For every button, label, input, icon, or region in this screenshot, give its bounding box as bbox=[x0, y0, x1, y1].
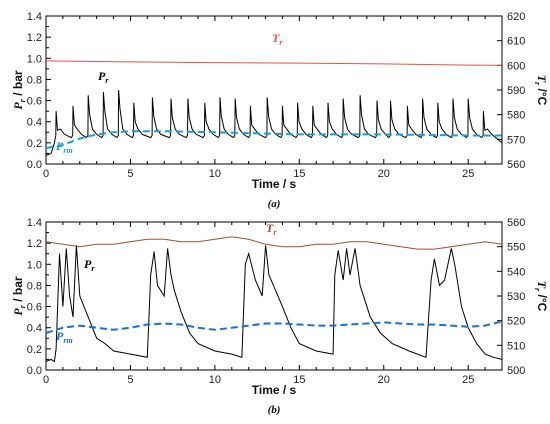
series-line-tr bbox=[45, 60, 503, 66]
right-y-tick-label: 540 bbox=[507, 266, 525, 278]
x-tick-label: 10 bbox=[209, 374, 221, 386]
x-tick-label: 25 bbox=[462, 168, 474, 180]
panel-b-left-y-axis-label: Pr / bar bbox=[11, 276, 27, 315]
left-y-tick-label: 1.4 bbox=[27, 11, 42, 23]
right-y-tick-label: 580 bbox=[507, 110, 525, 122]
series-label-tr: Tr bbox=[266, 221, 277, 237]
panel-a-right-y-axis-label: Tr /°C bbox=[533, 75, 549, 106]
right-y-tick-label: 510 bbox=[507, 340, 525, 352]
left-y-tick-label: 0.0 bbox=[27, 365, 42, 377]
x-tick-label: 5 bbox=[127, 374, 133, 386]
panel-b: 0 5 10 15 20 25 0.00.20.40.60.81.01.21.4 5005… bbox=[11, 217, 549, 416]
x-tick-label: 0 bbox=[43, 168, 49, 180]
x-tick-label: 10 bbox=[209, 168, 221, 180]
right-y-tick-label: 570 bbox=[507, 134, 525, 146]
panel-b-x-ticks: 0 5 10 15 20 25 bbox=[43, 222, 503, 386]
series-label-pr: Pr bbox=[84, 257, 95, 273]
series-line-prm bbox=[45, 130, 502, 150]
left-y-tick-label: 0.4 bbox=[27, 117, 42, 129]
x-tick-label: 15 bbox=[293, 374, 305, 386]
left-y-tick-label: 0.4 bbox=[27, 323, 42, 335]
left-y-tick-label: 1.0 bbox=[27, 259, 42, 271]
left-y-tick-label: 1.0 bbox=[27, 53, 42, 65]
x-tick-label: 20 bbox=[378, 168, 390, 180]
right-y-tick-label: 560 bbox=[507, 217, 525, 229]
panel-b-series bbox=[45, 236, 503, 363]
x-tick-label: 5 bbox=[127, 168, 133, 180]
panel-a-series-labels: Pr Prm Tr bbox=[56, 31, 283, 155]
right-y-tick-label: 600 bbox=[507, 60, 525, 72]
left-y-tick-label: 0.2 bbox=[27, 138, 42, 150]
series-line-prm bbox=[45, 320, 503, 334]
right-y-tick-label: 530 bbox=[507, 291, 525, 303]
left-y-tick-label: 0.6 bbox=[27, 302, 42, 314]
series-label-tr: Tr bbox=[272, 31, 283, 47]
panel-a-caption: (a) bbox=[268, 198, 281, 210]
right-y-tick-label: 500 bbox=[507, 365, 525, 377]
right-y-tick-label: 620 bbox=[507, 11, 525, 23]
x-tick-label: 25 bbox=[462, 374, 474, 386]
series-line-pr bbox=[45, 89, 503, 156]
x-tick-label: 15 bbox=[293, 168, 305, 180]
panel-a-right-y-ticks: 560 570 580 590 600 610 620 bbox=[497, 11, 525, 171]
right-y-tick-label: 550 bbox=[507, 242, 525, 254]
panel-b-right-y-ticks: 500 510 520 530 540 550 560 bbox=[497, 217, 525, 377]
panel-a-left-y-axis-label: Pr / bar bbox=[11, 70, 27, 109]
left-y-tick-label: 0.0 bbox=[27, 159, 42, 171]
left-y-tick-label: 1.2 bbox=[27, 32, 42, 44]
left-y-tick-label: 0.6 bbox=[27, 96, 42, 108]
panel-b-left-y-ticks: 0.0 0.2 0.4 0.6 0.8 1.0 1.2 1.4 bbox=[27, 217, 51, 377]
series-line-tr bbox=[45, 236, 503, 250]
left-y-tick-label: 0.2 bbox=[27, 344, 42, 356]
panel-b-x-axis-label: Time / s bbox=[252, 383, 297, 397]
panel-a-x-axis-label: Time / s bbox=[252, 177, 297, 191]
left-y-tick-label: 0.8 bbox=[27, 280, 42, 292]
right-y-tick-label: 520 bbox=[507, 316, 525, 328]
left-y-tick-label: 0.8 bbox=[27, 74, 42, 86]
x-tick-label: 20 bbox=[378, 374, 390, 386]
right-y-tick-label: 590 bbox=[507, 85, 525, 97]
panel-b-series-labels: Pr Prm Tr bbox=[56, 221, 277, 345]
x-tick-label: 0 bbox=[43, 374, 49, 386]
panel-a-x-ticks: 0 5 10 15 20 25 bbox=[43, 16, 503, 180]
series-label-prm: Prm bbox=[56, 139, 73, 155]
panel-b-right-y-axis-label: Tr /°C bbox=[533, 281, 549, 312]
right-y-tick-label: 610 bbox=[507, 36, 525, 48]
series-line-pr bbox=[45, 245, 503, 363]
left-y-tick-label: 1.4 bbox=[27, 217, 42, 229]
panel-a-left-y-ticks: 0.0 0.2 0.4 0.6 0.8 1.0 1.2 1.4 bbox=[27, 11, 51, 171]
panel-b-caption: (b) bbox=[268, 404, 281, 416]
panel-a: 0 5 10 15 20 25 0.00.20.40.60.81.01.21.4 5605… bbox=[11, 11, 549, 210]
series-label-prm: Prm bbox=[56, 329, 73, 345]
right-y-tick-label: 560 bbox=[507, 159, 525, 171]
series-label-pr: Pr bbox=[98, 69, 109, 85]
left-y-tick-label: 1.2 bbox=[27, 238, 42, 250]
panel-a-series bbox=[45, 60, 503, 156]
